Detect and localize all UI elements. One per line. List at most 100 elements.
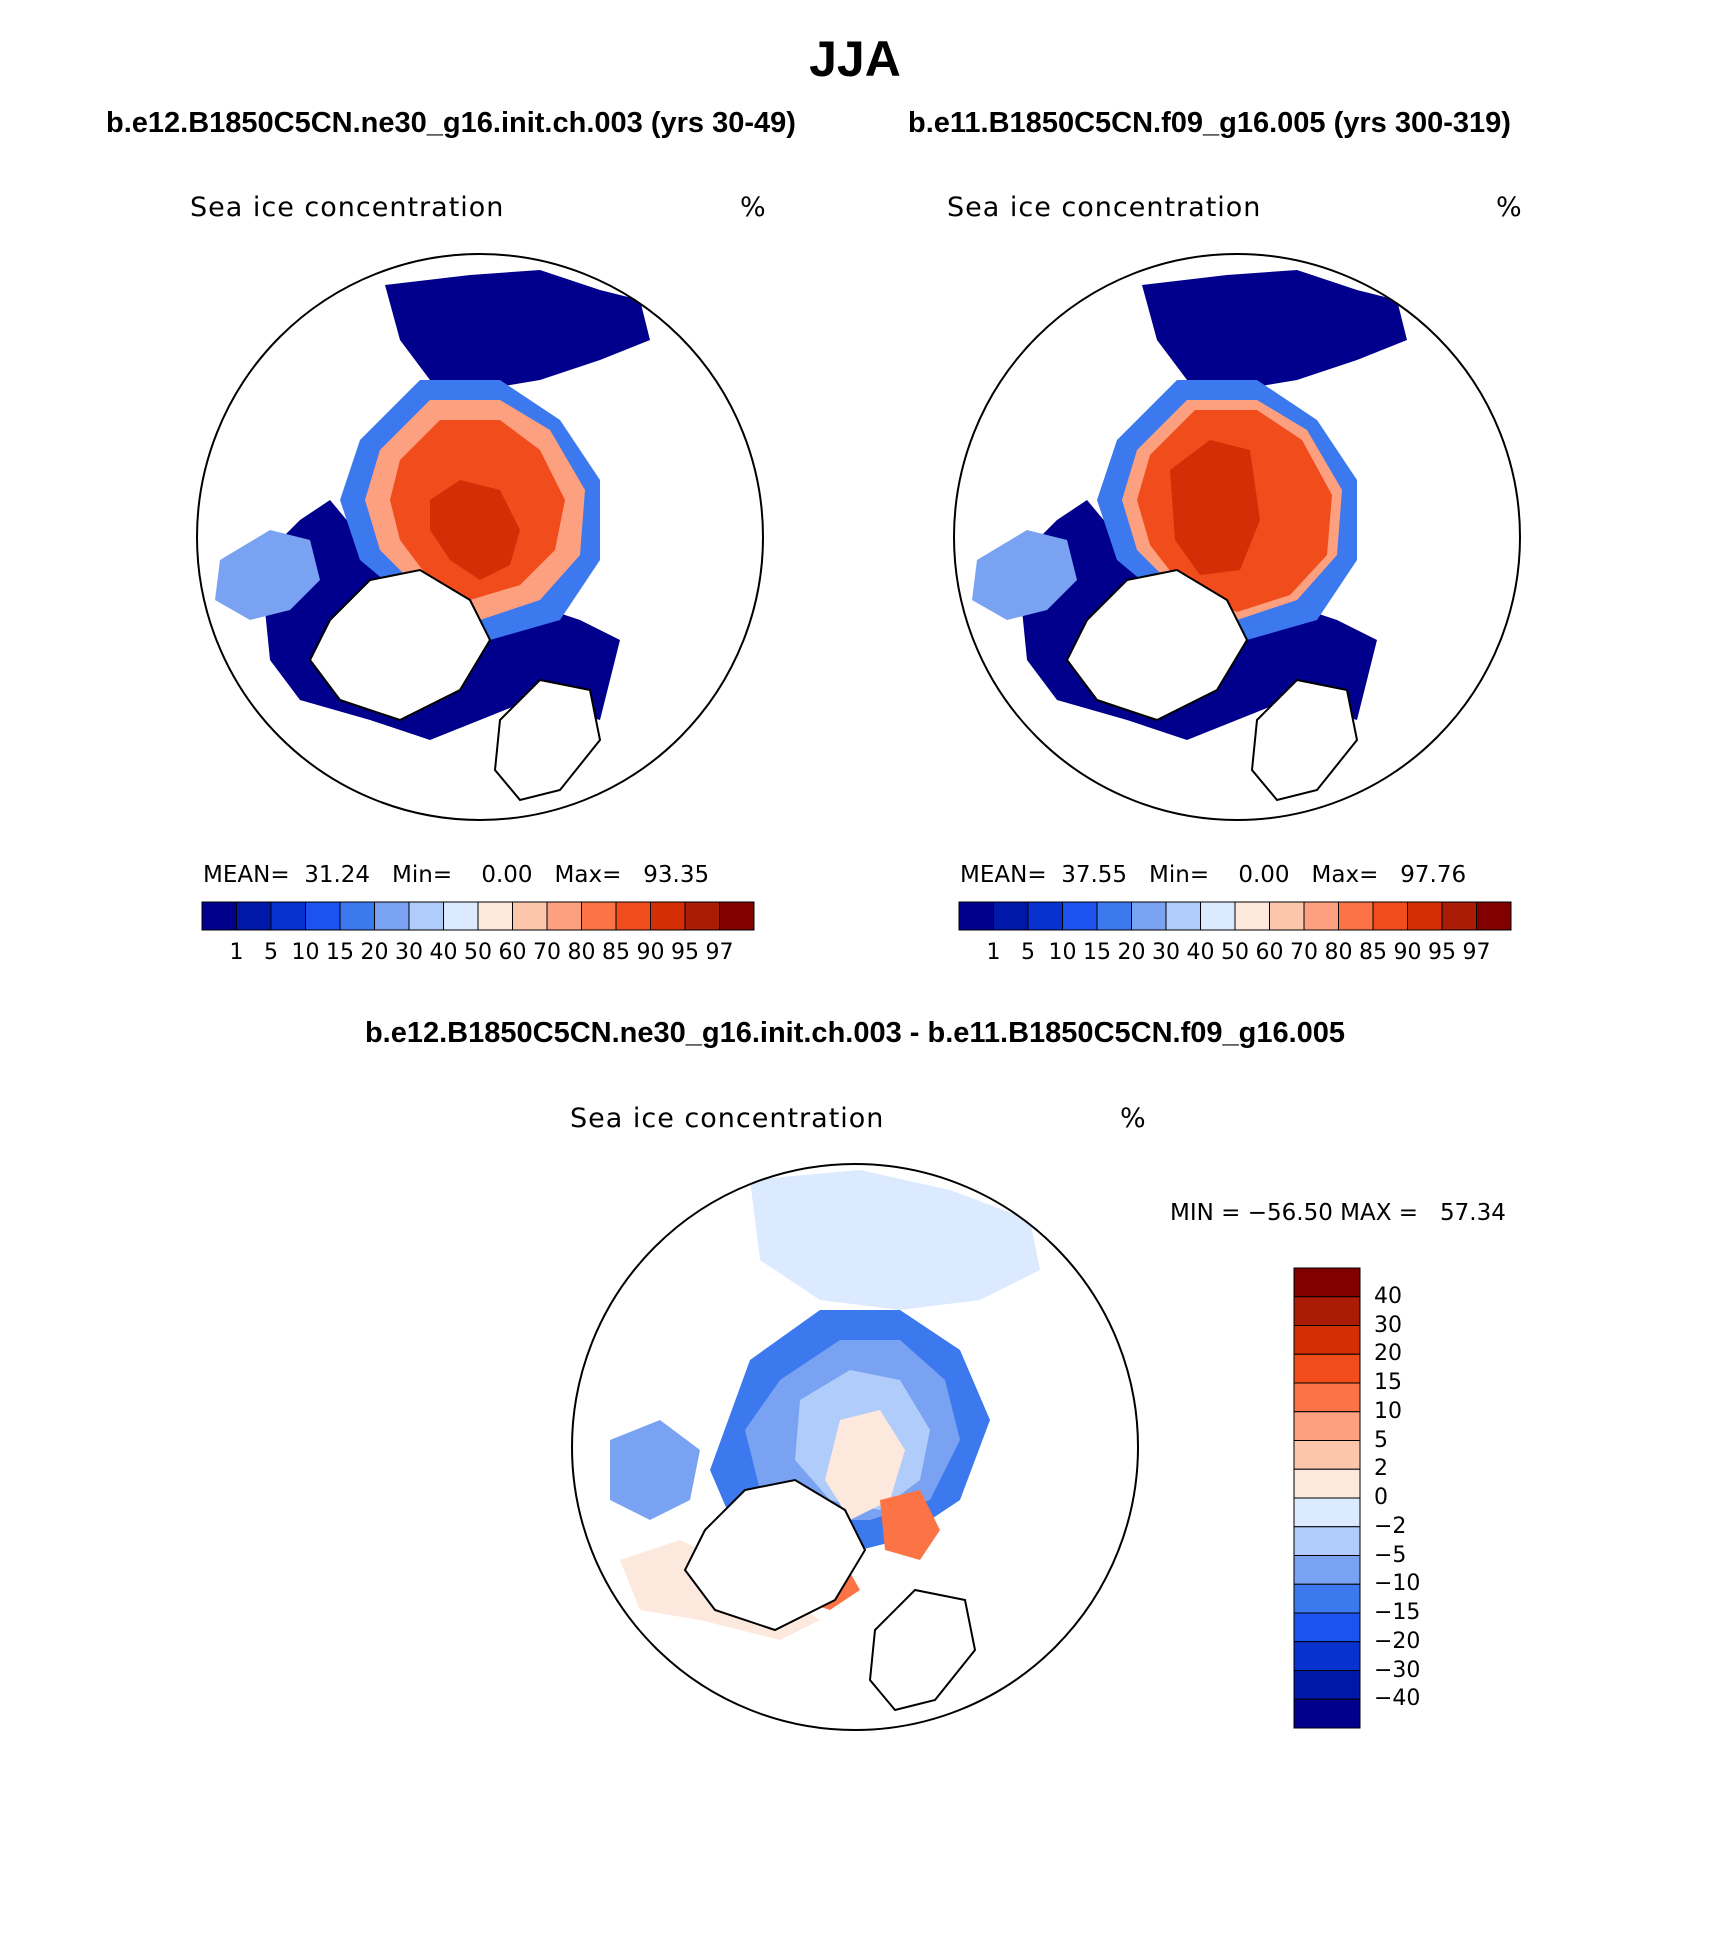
- map2-fill: [972, 270, 1407, 802]
- panel1-variable-label: Sea ice concentration: [190, 192, 505, 223]
- map3-nordic-red: [880, 1490, 940, 1560]
- panel1-min-value: 0.00: [481, 862, 533, 888]
- map1-fill: [215, 270, 650, 802]
- colorbar-swatch: [1293, 1382, 1361, 1413]
- panel2-mean-value: 37.55: [1061, 862, 1128, 888]
- colorbar-tick-label: 97: [1462, 940, 1491, 965]
- colorbar-panel2: [958, 901, 1512, 931]
- colorbar-tick-label: 95: [1428, 940, 1456, 965]
- colorbar-tick-label: 5: [1021, 940, 1035, 965]
- map1-pacific-ice-edge: [385, 270, 650, 390]
- panel2-mean-label: MEAN=: [960, 862, 1047, 888]
- colorbar-swatch: [650, 901, 686, 931]
- colorbar-swatch: [512, 901, 548, 931]
- colorbar-swatch: [1269, 901, 1305, 931]
- colorbar-swatch: [1407, 901, 1443, 931]
- map1-hudson-bay: [215, 530, 320, 620]
- panel1-mean-value: 31.24: [304, 862, 371, 888]
- map1-greenland: [308, 568, 492, 722]
- colorbar-tick-label: 85: [1359, 940, 1387, 965]
- panel2-stats: MEAN= 37.55 Min= 0.00 Max= 97.76: [960, 862, 1466, 888]
- colorbar-tick-label: 40: [1374, 1283, 1402, 1309]
- diff-variable-label: Sea ice concentration: [570, 1103, 885, 1134]
- colorbar-tick-label: 70: [533, 940, 561, 965]
- colorbar-tick-label: −10: [1374, 1571, 1421, 1597]
- colorbar-tick-label: 95: [671, 940, 699, 965]
- panel2-variable-label: Sea ice concentration: [947, 192, 1262, 223]
- map3-greenland: [683, 1478, 867, 1632]
- colorbar-diff: [1293, 1267, 1361, 1729]
- colorbar-swatch: [236, 901, 272, 931]
- colorbar-swatch: [201, 901, 237, 931]
- panel1-case-label: b.e12.B1850C5CN.ne30_g16.init.ch.003 (yr…: [106, 107, 796, 139]
- colorbar-tick-label: 5: [1374, 1427, 1388, 1453]
- map2-pacific-ice-edge: [1142, 270, 1407, 390]
- colorbar-swatch: [719, 901, 755, 931]
- colorbar-tick-label: 15: [1083, 940, 1111, 965]
- colorbar-tick-label: 15: [1374, 1370, 1402, 1395]
- panel2-case-label: b.e11.B1850C5CN.f09_g16.005 (yrs 300-319…: [908, 107, 1511, 139]
- colorbar-tick-label: 40: [1186, 940, 1215, 965]
- colorbar-tick-label: 5: [264, 940, 278, 965]
- panel1-stats: MEAN= 31.24 Min= 0.00 Max= 93.35: [203, 862, 709, 888]
- panel2-units-label: %: [1496, 192, 1523, 223]
- colorbar-tick-label: 20: [1374, 1341, 1402, 1367]
- map3-border: [571, 1163, 1139, 1731]
- map2-greenland: [1065, 568, 1249, 722]
- colorbar-tick-label: 60: [1255, 940, 1284, 965]
- colorbar-tick-label: 90: [1393, 940, 1422, 965]
- colorbar-tick-label: −2: [1374, 1513, 1407, 1539]
- colorbar-swatch: [1476, 901, 1512, 931]
- colorbar-swatch: [443, 901, 479, 931]
- panel1-min-label: Min=: [392, 862, 453, 888]
- colorbar-swatch: [374, 901, 410, 931]
- colorbar-tick-label: 1: [986, 940, 1001, 965]
- map3-fill: [610, 1170, 1040, 1712]
- colorbar-swatch: [305, 901, 341, 931]
- colorbar-tick-label: 90: [636, 940, 665, 965]
- colorbar-swatch: [1293, 1267, 1361, 1298]
- colorbar-swatch: [1293, 1555, 1361, 1585]
- colorbar-tick-label: −30: [1374, 1657, 1421, 1683]
- colorbar-tick-label: 97: [705, 940, 734, 965]
- colorbar-tick-label: 60: [498, 940, 527, 965]
- map1-band-core: [430, 480, 520, 580]
- colorbar-tick-label: 15: [326, 940, 354, 965]
- colorbar-swatch: [1293, 1612, 1361, 1643]
- colorbar-tick-label: 0: [1374, 1485, 1388, 1510]
- panel1-units-label: %: [740, 192, 767, 223]
- colorbar-tick-label: 40: [429, 940, 458, 965]
- colorbar-swatch: [1293, 1353, 1361, 1384]
- colorbar-swatch: [1303, 901, 1339, 931]
- colorbar-tick-label: 70: [1290, 940, 1318, 965]
- colorbar-tick-label: 10: [291, 940, 320, 965]
- figure-title: JJA: [809, 31, 901, 87]
- map1-border: [196, 253, 764, 821]
- panel2-min-value: 0.00: [1238, 862, 1290, 888]
- colorbar-tick-label: 30: [395, 940, 423, 965]
- map2-band-core: [1170, 440, 1260, 575]
- map1-scandinavia: [493, 678, 602, 802]
- colorbar-tick-label: 80: [567, 940, 596, 965]
- colorbar-swatch: [993, 901, 1029, 931]
- colorbar-swatch: [615, 901, 651, 931]
- colorbar-swatch: [1293, 1670, 1361, 1700]
- colorbar-tick-label: 20: [1117, 940, 1146, 965]
- colorbar-swatch: [1293, 1411, 1361, 1441]
- diff-minmax: MIN = −56.50 MAX = 57.34: [1170, 1200, 1506, 1226]
- colorbar-swatch: [1293, 1698, 1361, 1729]
- colorbar-tick-label: 20: [360, 940, 389, 965]
- diff-case-label: b.e12.B1850C5CN.ne30_g16.init.ch.003 - b…: [364, 1017, 1346, 1049]
- colorbar-tick-label: 50: [464, 940, 492, 965]
- colorbar-tick-label: 50: [1221, 940, 1249, 965]
- map3-center-neutral: [825, 1410, 905, 1520]
- colorbar-swatch: [1293, 1468, 1361, 1499]
- colorbar-swatch: [408, 901, 444, 931]
- colorbar-swatch: [684, 901, 720, 931]
- colorbar-tick-label: −20: [1374, 1628, 1421, 1654]
- diff-units-label: %: [1120, 1103, 1147, 1134]
- colorbar-swatch: [1293, 1296, 1361, 1326]
